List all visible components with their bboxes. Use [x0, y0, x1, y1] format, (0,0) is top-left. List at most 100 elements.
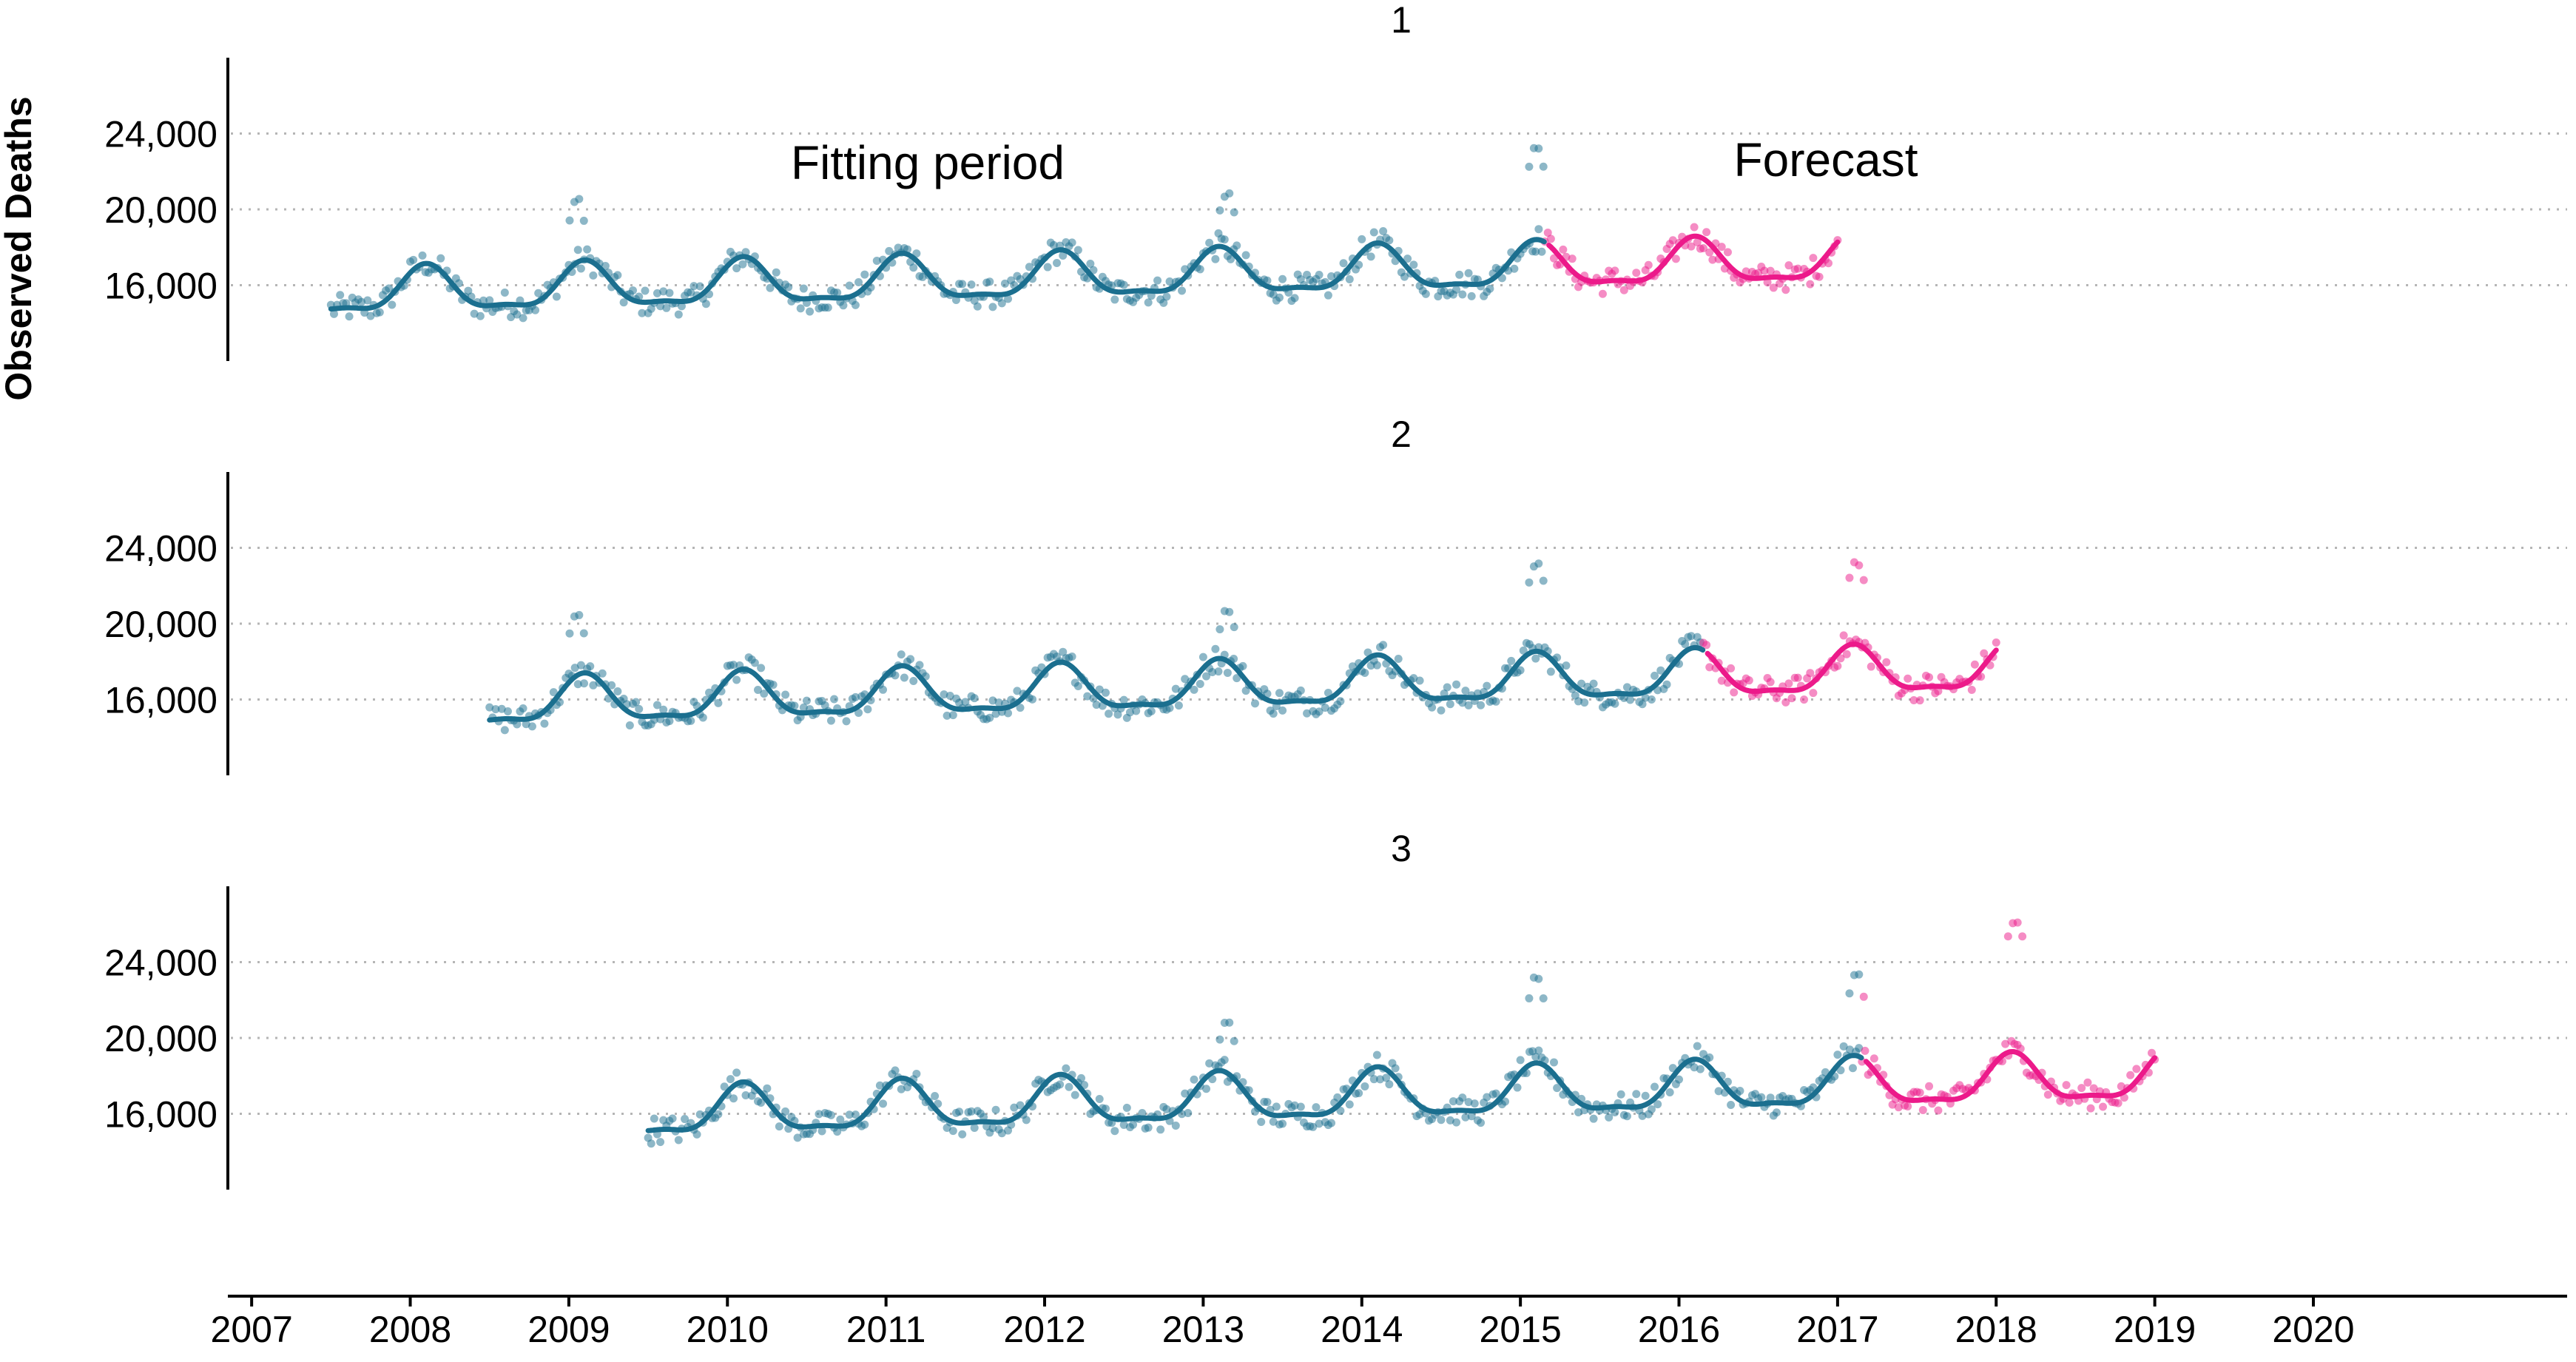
fitting-observed-point	[940, 690, 948, 699]
fitting-observed-point	[613, 687, 622, 696]
forecast-observed-point	[1839, 631, 1848, 640]
forecast-observed-point	[1806, 669, 1815, 678]
fitting-observed-point	[1312, 1103, 1321, 1112]
fitting-observed-point	[1153, 276, 1162, 285]
forecast-observed-point	[1842, 650, 1851, 658]
forecast-observed-point	[2043, 1090, 2052, 1099]
forecast-observed-point	[1992, 638, 2000, 647]
fitting-observed-point	[875, 1081, 884, 1090]
fitting-observed-point	[879, 685, 888, 694]
fitting-observed-point	[1516, 666, 1525, 675]
forecast-observed-point	[1904, 1102, 1912, 1111]
fitting-observed-point	[1345, 1100, 1354, 1109]
observed-spike-point	[1539, 994, 1548, 1003]
fitting-observed-point	[1110, 1127, 1119, 1136]
fitting-observed-point	[1772, 1108, 1781, 1117]
forecast-observed-point	[2117, 1082, 2125, 1090]
observed-spike-point	[1539, 162, 1548, 171]
forecast-observed-point	[1784, 679, 1793, 688]
fitting-observed-point	[1181, 675, 1190, 684]
fitting-observed-point	[781, 1107, 790, 1116]
x-tick-label: 2007	[211, 1309, 293, 1350]
forecast-observed-point	[1925, 1082, 1934, 1090]
forecast-observed-point	[2001, 1039, 2010, 1048]
fitting-observed-point	[1028, 695, 1037, 704]
forecast-observed-point	[1705, 248, 1714, 257]
forecast-observed-point	[1867, 662, 1875, 671]
fitting-observed-point	[500, 289, 509, 297]
fitting-observed-point	[573, 246, 582, 254]
fitting-observed-point	[662, 303, 671, 312]
fitting-observed-point	[1208, 668, 1217, 677]
fitting-line	[645, 1053, 1864, 1133]
fitting-observed-point	[436, 254, 445, 263]
fitting-observed-point	[1144, 298, 1153, 307]
forecast-observed-point	[2077, 1084, 2086, 1093]
fitting-observed-point	[1766, 1093, 1775, 1102]
forecast-annotation: Forecast	[1734, 133, 1918, 186]
fitting-observed-point	[1233, 241, 1241, 250]
fitting-observed-point	[879, 1099, 888, 1108]
fitting-observed-point	[1470, 1099, 1479, 1108]
forecast-observed-point	[1824, 259, 1833, 268]
fitting-observed-point	[1257, 1117, 1266, 1126]
fitting-observed-point	[1531, 247, 1540, 256]
fitting-observed-point	[1622, 683, 1631, 692]
fitting-observed-point	[1477, 1119, 1486, 1127]
x-tick-label: 2018	[1955, 1309, 2037, 1350]
points-layer	[326, 144, 2159, 1148]
forecast-observed-point	[1869, 1054, 1878, 1063]
fitting-observed-point	[1458, 1093, 1467, 1102]
fitting-observed-point	[659, 705, 668, 714]
observed-spike-point	[575, 195, 584, 203]
fitting-observed-point	[583, 245, 592, 254]
fitting-observed-point	[1641, 1091, 1650, 1100]
fitting-observed-point	[470, 309, 479, 318]
fitting-observed-point	[454, 279, 463, 288]
fitting-observed-point	[1616, 1090, 1625, 1099]
fitting-observed-point	[732, 1068, 741, 1077]
fitting-observed-point	[1016, 704, 1025, 712]
observed-spike-point	[579, 629, 588, 638]
fitting-observed-point	[738, 260, 747, 269]
fitting-observed-point	[503, 707, 512, 715]
fitting-observed-point	[1129, 1120, 1138, 1129]
observed-spike-point	[1525, 578, 1534, 587]
fitting-observed-point	[1092, 701, 1101, 709]
fitting-observed-point	[714, 698, 723, 707]
forecast-observed-point	[1742, 267, 1750, 276]
fitting-observed-point	[943, 711, 951, 720]
fitting-observed-point	[1110, 295, 1119, 304]
forecast-observed-point	[1809, 689, 1818, 698]
fitting-observed-point	[851, 300, 860, 309]
y-tick-label: 16,000	[104, 266, 218, 307]
observed-spike-point	[579, 216, 588, 225]
fitting-observed-point	[1622, 1112, 1631, 1121]
fitting-observed-point	[790, 701, 799, 710]
fitting-observed-point	[1833, 1051, 1842, 1059]
observed-spike-point	[1845, 989, 1854, 998]
fitting-observed-point	[967, 1107, 976, 1116]
fitting-observed-point	[1275, 293, 1284, 302]
fitting-observed-point	[1705, 1053, 1714, 1062]
fitting-observed-point	[754, 686, 763, 695]
fitting-observed-point	[1372, 1051, 1381, 1059]
x-tick-label: 2011	[846, 1309, 926, 1350]
observed-spike-point	[1534, 144, 1543, 153]
fitting-observed-point	[701, 300, 710, 309]
fitting-observed-point	[1214, 667, 1223, 676]
fitting-observed-point	[1391, 1064, 1400, 1073]
fitting-observed-point	[1549, 1058, 1558, 1067]
panel-title-1: 1	[1391, 0, 1412, 41]
fitting-observed-point	[1736, 1087, 1744, 1096]
x-tick-label: 2015	[1480, 1309, 1562, 1350]
fitting-observed-point	[891, 1066, 900, 1075]
fitting-observed-point	[687, 288, 695, 297]
x-tick-label: 2013	[1162, 1309, 1244, 1350]
fitting-observed-point	[418, 251, 427, 260]
forecast-observed-point	[1781, 286, 1790, 294]
fitting-observed-point	[1403, 254, 1412, 263]
fitting-observed-point	[1025, 263, 1034, 272]
fitting-observed-point	[1147, 707, 1156, 715]
fitting-observed-point	[1159, 298, 1168, 307]
